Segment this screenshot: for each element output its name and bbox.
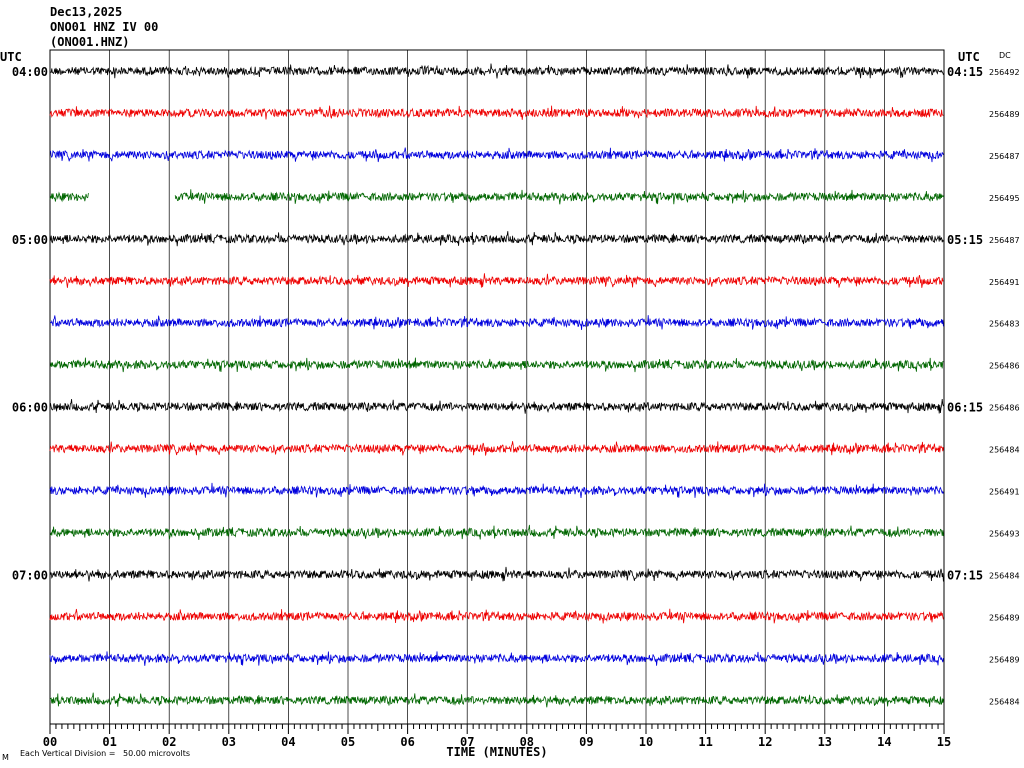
dc-value-label: 256493: [989, 529, 1020, 538]
dc-title: DC: [999, 51, 1011, 60]
trace-line-6: [49, 315, 944, 330]
right-hour-label: 06:15: [947, 401, 983, 415]
minute-gridlines: [109, 50, 885, 724]
footer-mark: M: [2, 753, 9, 762]
dc-value-label: 256491: [989, 488, 1020, 497]
trace-line-7: [49, 357, 944, 373]
hour-labels: 04:00 05:00 06:00 07:00 04:15 05:15 06:15 07:15: [12, 65, 983, 582]
left-hour-label: 06:00: [12, 401, 48, 415]
vertical-scale-note: Each Vertical Division = 50.00 microvolt…: [20, 749, 190, 758]
left-utc-title: UTC: [0, 50, 22, 64]
x-tick-label: 04: [281, 735, 295, 749]
dc-value-label: 256489: [989, 655, 1020, 664]
seismic-traces: [49, 63, 945, 708]
x-tick-label: 00: [43, 735, 57, 749]
date-label: Dec13,2025: [50, 5, 122, 19]
dc-value-label: 256484: [989, 446, 1020, 455]
dc-value-label: 256486: [989, 404, 1020, 413]
trace-line-5: [49, 273, 944, 288]
dc-value-label: 256489: [989, 613, 1020, 622]
x-tick-label: 10: [639, 735, 653, 749]
dc-value-labels: 256492 256489 256487 256495 256487 256491 2564…: [989, 68, 1020, 706]
x-tick-label: 13: [818, 735, 832, 749]
x-tick-label: 01: [102, 735, 116, 749]
x-tick-label: 09: [579, 735, 593, 749]
right-hour-label: 07:15: [947, 568, 983, 582]
x-tick-label: 07: [460, 735, 474, 749]
x-axis-ticks: [49, 724, 945, 734]
trace-line-15: [49, 692, 944, 708]
trace-line-3: [49, 189, 945, 205]
dc-value-label: 256487: [989, 236, 1020, 245]
trace-line-10: [49, 482, 944, 499]
right-utc-title: UTC: [958, 50, 980, 64]
x-axis-title: TIME (MINUTES): [446, 745, 547, 759]
station-label: ONO01 HNZ IV 00: [50, 20, 158, 34]
channel-label: (ONO01.HNZ): [50, 35, 129, 49]
x-tick-label: 03: [222, 735, 236, 749]
dc-value-label: 256492: [989, 68, 1020, 77]
trace-line-8: [49, 398, 944, 414]
left-hour-label: 07:00: [12, 568, 48, 582]
trace-line-1: [49, 105, 944, 120]
x-tick-label: 08: [520, 735, 534, 749]
dc-value-label: 256495: [989, 194, 1020, 203]
left-hour-label: 05:00: [12, 233, 48, 247]
x-tick-label: 11: [698, 735, 712, 749]
dc-value-label: 256483: [989, 320, 1020, 329]
x-tick-label: 12: [758, 735, 772, 749]
right-hour-label: 04:15: [947, 65, 983, 79]
left-hour-label: 04:00: [12, 65, 48, 79]
trace-line-11: [49, 524, 944, 540]
trace-line-4: [49, 231, 944, 247]
dc-value-label: 256484: [989, 571, 1020, 580]
x-tick-label: 05: [341, 735, 355, 749]
right-hour-label: 05:15: [947, 233, 983, 247]
trace-line-2: [49, 147, 944, 163]
trace-line-0: [49, 63, 944, 79]
trace-line-12: [49, 566, 944, 582]
trace-line-14: [49, 651, 944, 666]
x-tick-label: 02: [162, 735, 176, 749]
dc-value-label: 256486: [989, 362, 1020, 371]
dc-value-label: 256487: [989, 152, 1020, 161]
dc-value-label: 256491: [989, 278, 1020, 287]
dc-value-label: 256489: [989, 110, 1020, 119]
x-tick-label: 15: [937, 735, 951, 749]
trace-line-9: [49, 441, 944, 456]
trace-line-13: [49, 608, 944, 624]
x-tick-label: 06: [400, 735, 414, 749]
x-axis-tick-labels: 00 01 02 03 04 05 06 07 08 09 10 11 12 13 14 15: [43, 735, 951, 749]
x-tick-label: 14: [877, 735, 891, 749]
dc-value-label: 256484: [989, 697, 1020, 706]
